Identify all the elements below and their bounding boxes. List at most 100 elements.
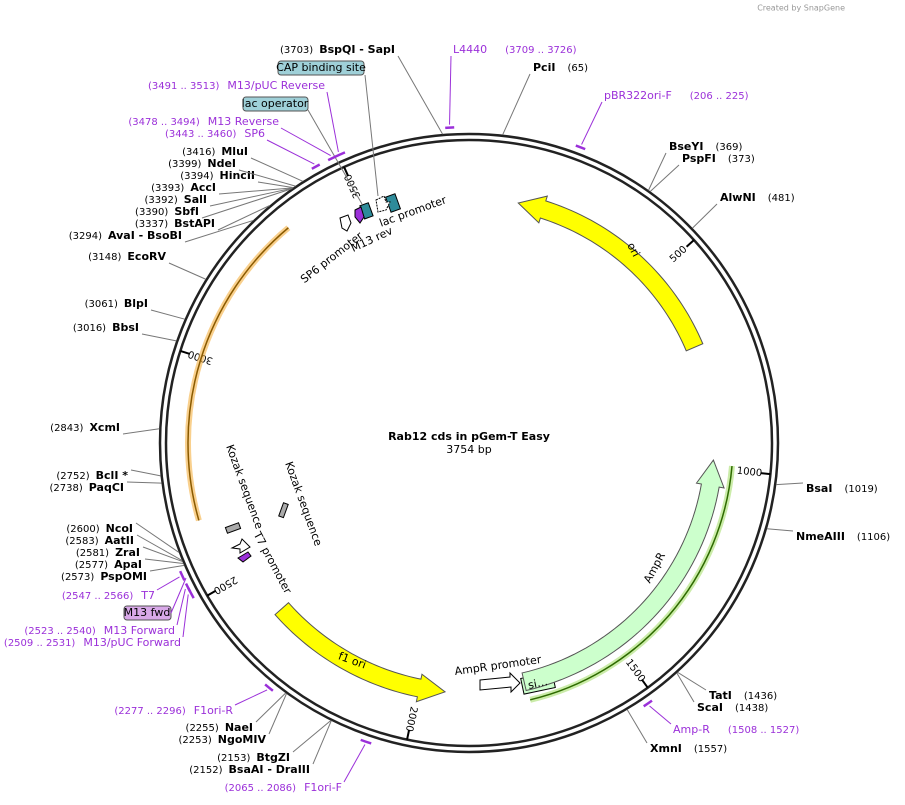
primer-leader (266, 139, 315, 165)
enzyme-leader (268, 693, 287, 735)
sp6-promoter-mark (339, 214, 352, 232)
enzyme-leader (136, 534, 183, 562)
enzyme-name: ScaI (697, 701, 723, 714)
enzyme-site: (2581) (76, 548, 109, 559)
enzyme-leader (238, 169, 296, 187)
enzyme-name: XcmI (89, 421, 120, 434)
enzyme-site: (481) (768, 193, 795, 204)
primer-leader (280, 127, 331, 156)
ampr-arrow (521, 459, 725, 692)
enzyme-leader (312, 720, 332, 765)
boxed-feature-label: lac operator (242, 97, 309, 110)
primer-range: (3443 .. 3460) (165, 129, 237, 140)
enzyme-name: BseYI (669, 140, 703, 153)
enzyme-name: BlpI (124, 297, 148, 310)
primer-range: (1508 .. 1527) (728, 725, 800, 736)
enzyme-name: EcoRV (127, 250, 166, 263)
feature-label: T7 promoter (250, 529, 294, 597)
insert-line (187, 227, 289, 521)
enzyme-site: (1438) (735, 703, 768, 714)
enzyme-leader (292, 720, 332, 753)
primer-name: M13 Reverse (208, 115, 279, 128)
enzyme-leader (692, 203, 718, 229)
enzyme-leader (676, 672, 695, 703)
enzyme-leader (218, 187, 293, 195)
enzyme-leader (649, 164, 680, 192)
tick-mark (343, 166, 350, 177)
primer-leader (449, 55, 452, 125)
enzyme-site: (2843) (50, 423, 83, 434)
primer-range: (3478 .. 3494) (128, 117, 200, 128)
primer-leader (649, 705, 672, 725)
primer-arc (333, 151, 346, 159)
enzyme-site: (2600) (66, 524, 99, 535)
enzyme-name: BclI * (96, 469, 129, 482)
enzyme-leader (776, 482, 804, 486)
ampr-promoter-mark (479, 671, 521, 694)
enzyme-leader (766, 528, 794, 532)
tick-mark (685, 239, 695, 248)
enzyme-site: (3703) (280, 45, 313, 56)
enzyme-name: PspOMI (100, 570, 147, 583)
enzyme-site: (373) (728, 154, 755, 165)
ampr-line (530, 465, 733, 701)
enzyme-leader (397, 55, 444, 135)
enzyme-site: (1557) (694, 744, 727, 755)
enzyme-leader (677, 671, 707, 691)
ori-arrow (517, 195, 704, 352)
primer-leader (326, 91, 339, 153)
enzyme-leader (217, 205, 270, 231)
primer-arc (643, 699, 653, 708)
primer-leader (343, 744, 366, 783)
primer-name: L4440 (453, 43, 487, 56)
primer-arc (179, 570, 186, 581)
enzyme-name: BtgZI (256, 751, 290, 764)
enzyme-leader (201, 188, 292, 219)
primer-range: (2523 .. 2540) (24, 626, 96, 637)
enzyme-site: (2152) (189, 765, 222, 776)
enzyme-name: BspQI - SapI (319, 43, 395, 56)
enzyme-site: (3294) (69, 231, 102, 242)
sp6-mark (354, 206, 365, 224)
t7-promoter-mark (230, 538, 251, 554)
tick-label: 2500 (211, 573, 239, 595)
enzyme-name: NdeI (207, 157, 236, 170)
credit: Created by SnapGene (757, 4, 845, 13)
enzyme-site: (3393) (151, 183, 184, 194)
enzyme-name: AvaI - BsoBI (108, 229, 182, 242)
enzyme-leader (150, 309, 185, 320)
enzyme-name: AccI (190, 181, 216, 194)
enzyme-name: AlwNI (720, 191, 756, 204)
f1-ori-arrow (274, 601, 447, 703)
enzyme-name: PaqCI (89, 481, 124, 494)
enzyme-site: (3394) (180, 171, 213, 182)
enzyme-site: (1106) (857, 532, 890, 543)
tick-mark (406, 729, 411, 740)
primer-name: M13/pUC Forward (83, 636, 181, 649)
enzyme-site: (3399) (168, 159, 201, 170)
primer-leader (182, 594, 189, 638)
enzyme-name: BbsI (112, 321, 139, 334)
feature-label: Kozak sequence (223, 443, 266, 531)
enzyme-site: (3392) (145, 195, 178, 206)
primer-arc (575, 144, 586, 151)
enzyme-name: SalI (184, 193, 207, 206)
enzyme-site: (2577) (75, 560, 108, 571)
primer-range: (2277 .. 2296) (114, 706, 186, 717)
enzyme-leader (141, 333, 177, 342)
feature-label: si… (527, 675, 549, 692)
enzyme-leader (255, 692, 287, 723)
primer-name: M13/pUC Reverse (227, 79, 325, 92)
primer-range: (2547 .. 2566) (62, 591, 134, 602)
tick-label: 1000 (736, 466, 762, 480)
enzyme-name: NaeI (225, 721, 253, 734)
enzyme-leader (149, 564, 185, 572)
primer-arc (360, 738, 372, 745)
enzyme-leader (626, 709, 648, 744)
enzyme-site: (3016) (73, 323, 106, 334)
lac-operator-box (242, 96, 309, 112)
enzyme-name: BsaAI - DraIII (229, 763, 310, 776)
enzyme-name: ZraI (115, 546, 140, 559)
enzyme-site: (3148) (88, 252, 121, 263)
plasmid-size: 3754 bp (446, 443, 491, 456)
